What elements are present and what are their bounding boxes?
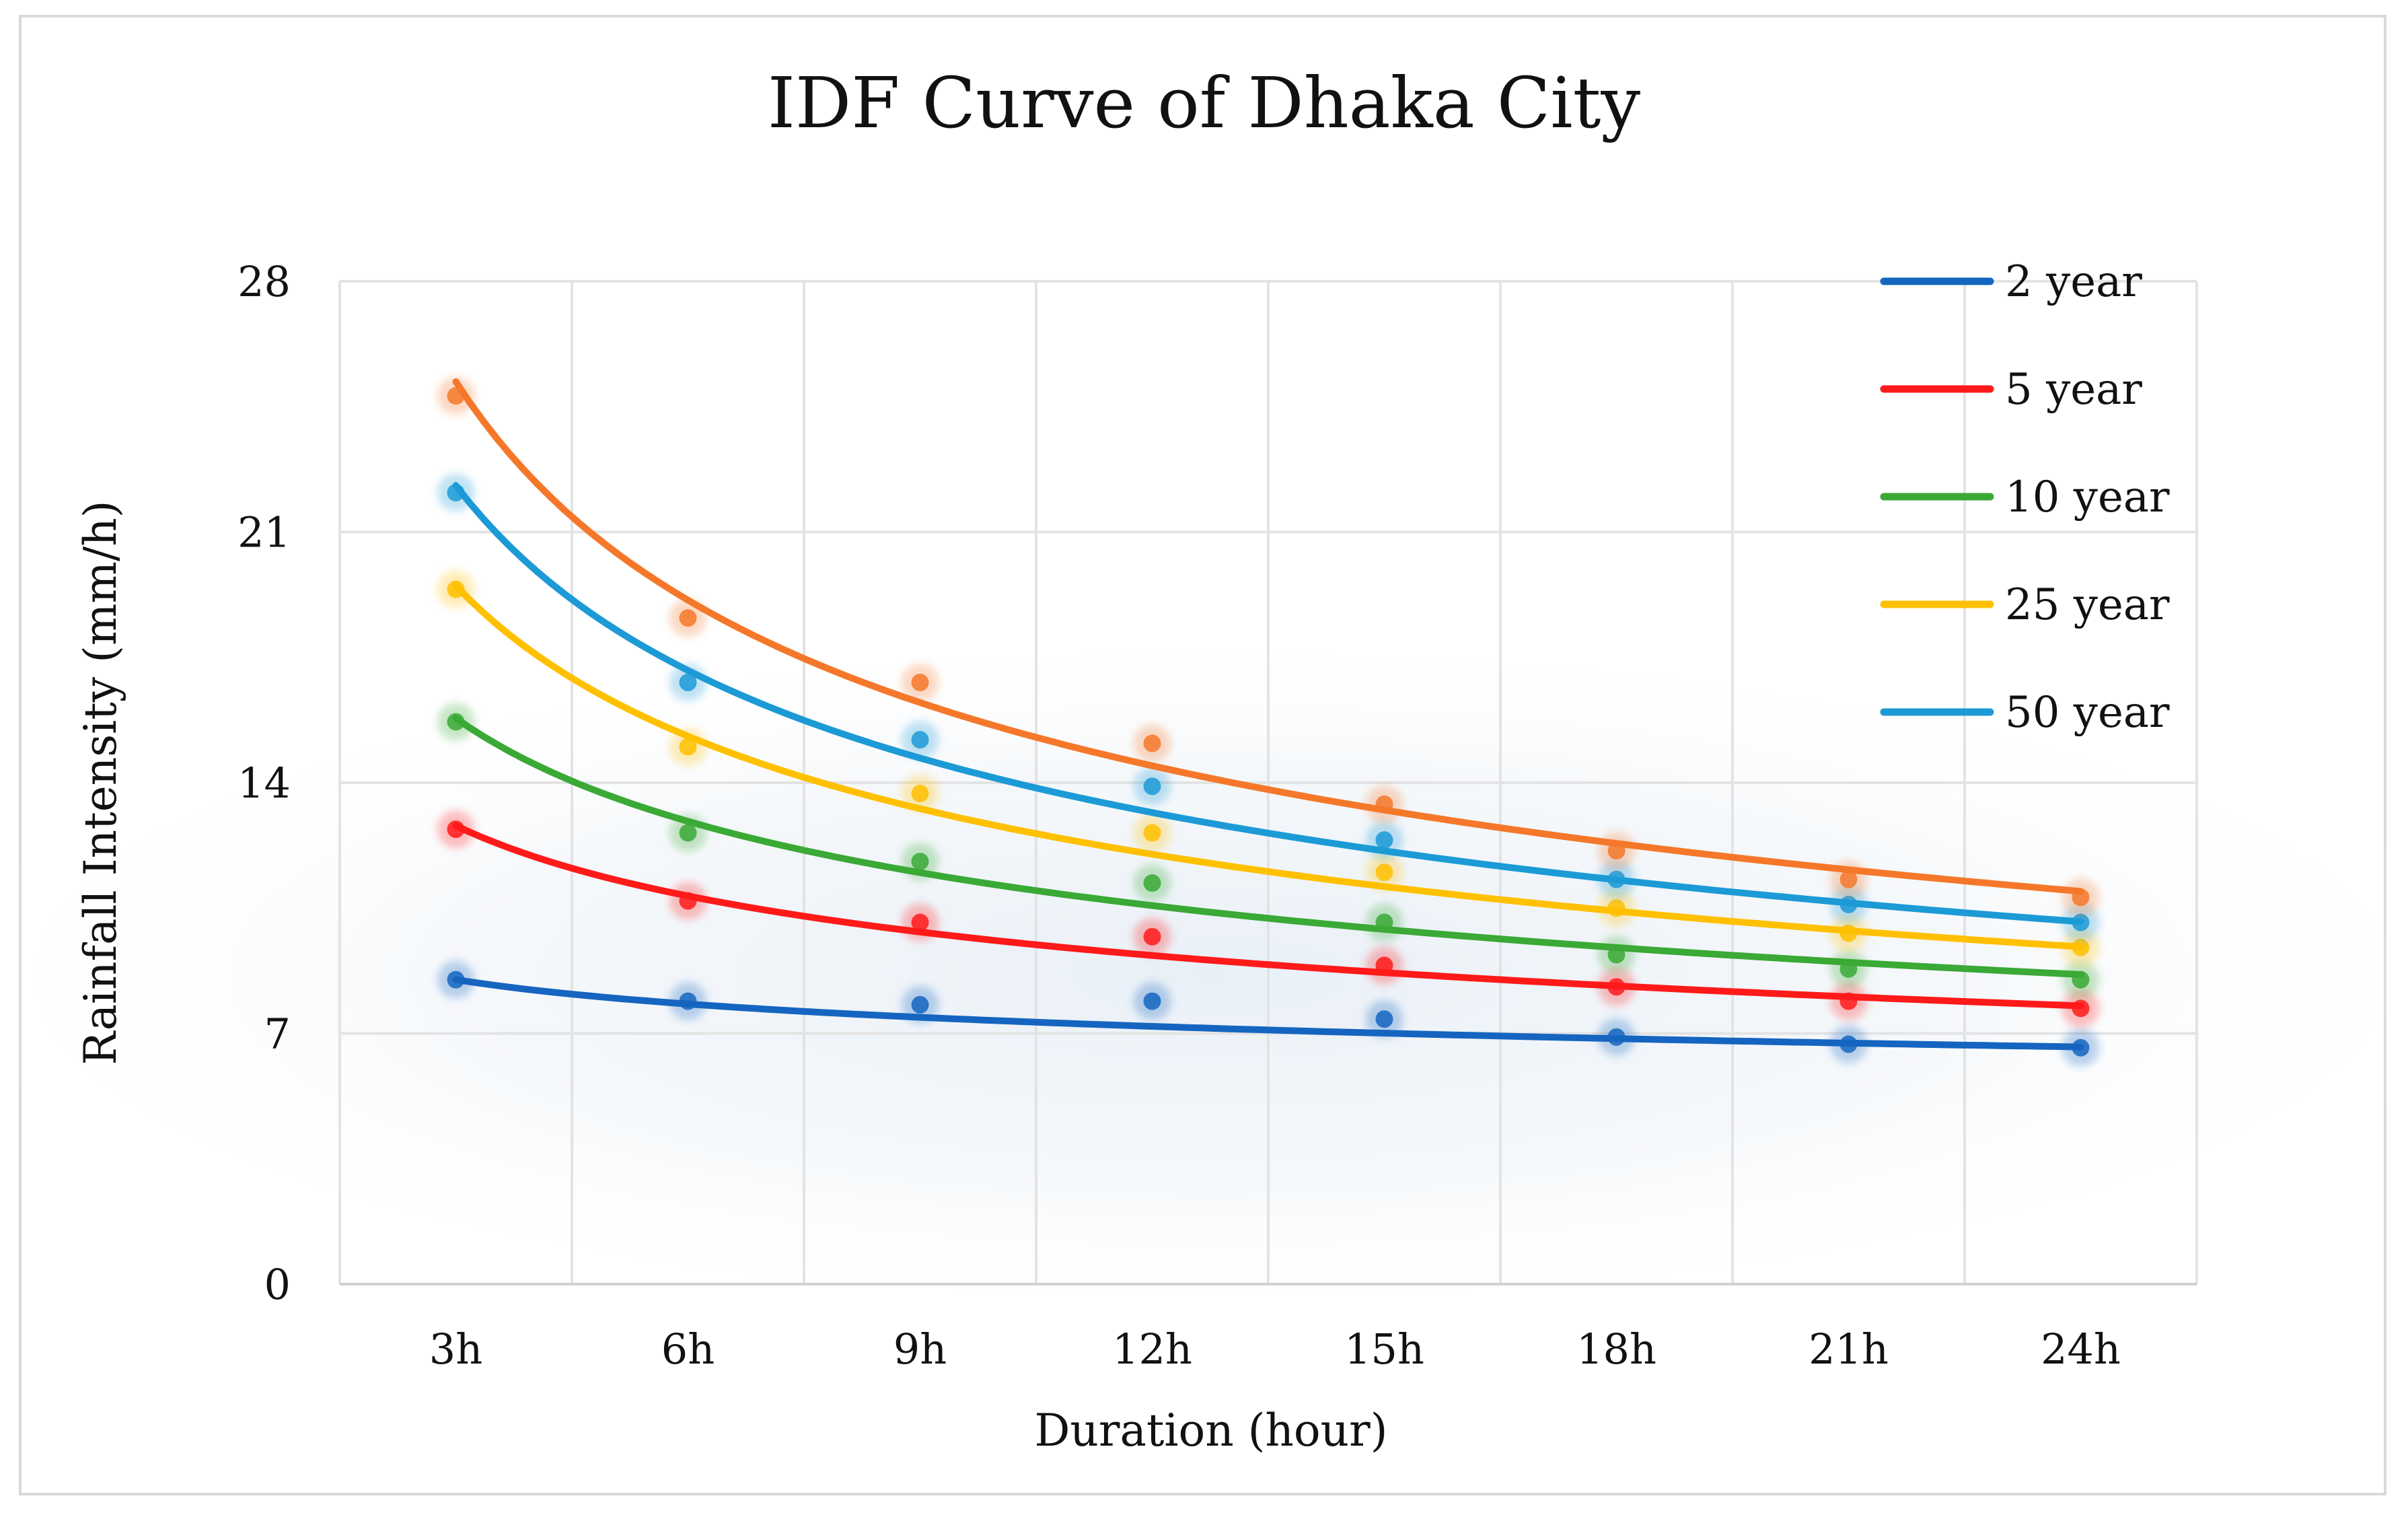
plot-haze — [0, 626, 2408, 1326]
data-point — [1143, 927, 1161, 946]
y-axis-label: Rainfall Intensity (mm/h) — [75, 501, 126, 1065]
data-point — [679, 738, 697, 756]
legend-label: 10 year — [2005, 472, 2170, 522]
legend-label: 5 year — [2005, 365, 2142, 415]
x-tick-label: 21h — [1809, 1325, 1889, 1374]
x-tick-label: 12h — [1112, 1325, 1192, 1374]
data-point — [911, 731, 929, 749]
series-line — [452, 822, 2084, 1010]
data-point — [911, 995, 929, 1014]
data-point — [1375, 1010, 1393, 1028]
data-point — [1839, 870, 1858, 888]
y-tick-label: 21 — [238, 508, 291, 557]
x-tick-label: 24h — [2041, 1325, 2121, 1374]
x-tick-label: 9h — [893, 1325, 947, 1374]
data-point — [1143, 777, 1161, 796]
y-tick-label: 28 — [238, 257, 291, 306]
data-point — [911, 784, 929, 802]
data-point — [1375, 863, 1393, 882]
data-point — [1143, 824, 1161, 842]
data-point — [679, 609, 697, 627]
data-point — [911, 674, 929, 691]
chart-title: IDF Curve of Dhaka City — [767, 62, 1641, 144]
x-tick-label: 18h — [1576, 1325, 1656, 1374]
y-tick-label: 14 — [238, 758, 291, 808]
data-point — [911, 913, 929, 931]
x-tick-label: 15h — [1344, 1325, 1424, 1374]
legend-label: 50 year — [2005, 688, 2170, 738]
x-tick-label: 6h — [661, 1325, 715, 1374]
x-tick-label: 3h — [429, 1325, 482, 1374]
data-point — [1143, 992, 1161, 1010]
legend-label: 2 year — [2005, 257, 2142, 307]
data-point — [1143, 874, 1161, 892]
data-point — [1143, 734, 1161, 752]
data-point — [1375, 831, 1393, 849]
data-point — [679, 824, 697, 842]
series-line — [452, 582, 2084, 950]
legend-label: 25 year — [2005, 580, 2170, 630]
series-line — [452, 976, 2084, 1051]
y-tick-label: 7 — [264, 1010, 291, 1059]
data-point — [679, 674, 697, 691]
series-line — [452, 378, 2084, 895]
data-point — [911, 853, 929, 871]
series-line — [452, 482, 2084, 925]
series-line — [452, 715, 2084, 978]
x-axis-label: Duration (hour) — [1035, 1405, 1388, 1456]
y-tick-label: 0 — [264, 1260, 291, 1309]
